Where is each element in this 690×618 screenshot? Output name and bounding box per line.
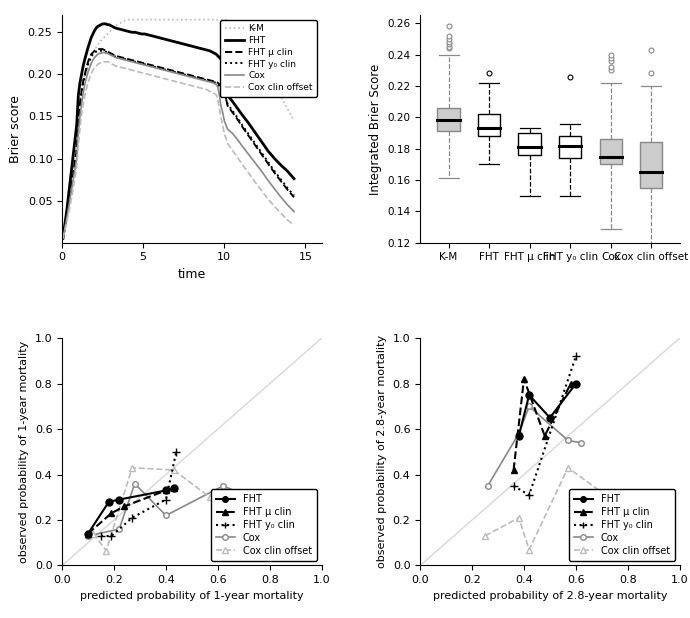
X-axis label: predicted probability of 2.8-year mortality: predicted probability of 2.8-year mortal… (433, 591, 667, 601)
FHT y₀ clin (172, 448, 180, 455)
FHT y₀ clin (572, 353, 580, 360)
FHT y₀ clin (97, 532, 105, 540)
FHT μ clin (566, 380, 575, 387)
Cox clin offset (611, 498, 619, 506)
FHT (115, 496, 124, 503)
Cox (84, 532, 92, 540)
Cox clin offset (525, 546, 533, 553)
Line: Cox: Cox (86, 481, 259, 539)
Legend: FHT, FHT μ clin, FHT y₀ clin, Cox, Cox clin offset: FHT, FHT μ clin, FHT y₀ clin, Cox, Cox c… (569, 489, 675, 561)
Cox clin offset (128, 464, 137, 472)
Cox (484, 482, 492, 489)
Y-axis label: Brier score: Brier score (9, 95, 22, 163)
FHT μ clin (120, 502, 128, 510)
Line: FHT μ clin: FHT μ clin (510, 376, 574, 473)
FHT y₀ clin (128, 514, 137, 522)
Cox (577, 439, 585, 446)
FHT (170, 485, 178, 492)
FHT y₀ clin (525, 491, 533, 499)
Cox clin offset (564, 464, 572, 472)
FHT μ clin (107, 509, 115, 517)
FHT (572, 380, 580, 387)
FHT (105, 498, 113, 506)
Cox (525, 403, 533, 410)
Y-axis label: observed probability of 1-year mortality: observed probability of 1-year mortality (19, 341, 29, 563)
FHT μ clin (509, 467, 518, 474)
Legend: K-M, FHT, FHT μ clin, FHT y₀ clin, Cox, Cox clin offset: K-M, FHT, FHT μ clin, FHT y₀ clin, Cox, … (220, 20, 317, 96)
Line: FHT μ clin: FHT μ clin (85, 485, 177, 537)
Cox clin offset (170, 467, 178, 474)
X-axis label: predicted probability of 1-year mortality: predicted probability of 1-year mortalit… (80, 591, 304, 601)
FHT (546, 414, 554, 421)
Bar (640, 142, 662, 188)
FHT μ clin (84, 530, 92, 538)
FHT (515, 432, 523, 439)
Bar (518, 133, 541, 155)
FHT μ clin (540, 432, 549, 439)
FHT y₀ clin (509, 482, 518, 489)
Cox clin offset (481, 532, 489, 540)
Line: FHT y₀ clin: FHT y₀ clin (509, 352, 580, 499)
Cox (161, 512, 170, 519)
Bar (478, 114, 500, 136)
FHT (161, 487, 170, 494)
Bar (437, 108, 460, 132)
Line: Cox: Cox (485, 404, 584, 489)
FHT (525, 391, 533, 399)
Cox clin offset (89, 530, 97, 538)
Line: FHT y₀ clin: FHT y₀ clin (97, 447, 181, 540)
FHT μ clin (520, 375, 528, 383)
FHT y₀ clin (107, 532, 115, 540)
Cox (515, 430, 523, 438)
Cox clin offset (206, 494, 214, 501)
FHT μ clin (170, 485, 178, 492)
X-axis label: time: time (178, 268, 206, 281)
Line: FHT: FHT (515, 380, 580, 439)
Cox clin offset (515, 514, 523, 522)
FHT y₀ clin (161, 496, 170, 503)
Line: Cox clin offset: Cox clin offset (90, 465, 213, 554)
Cox (219, 482, 227, 489)
Cox clin offset (102, 547, 110, 554)
Line: FHT: FHT (85, 485, 177, 537)
Legend: FHT, FHT μ clin, FHT y₀ clin, Cox, Cox clin offset: FHT, FHT μ clin, FHT y₀ clin, Cox, Cox c… (210, 489, 317, 561)
FHT (84, 530, 92, 538)
Y-axis label: Integrated Brier Score: Integrated Brier Score (368, 64, 382, 195)
Cox (564, 437, 572, 444)
Cox (115, 525, 124, 533)
FHT μ clin (161, 487, 170, 494)
Cox (130, 480, 139, 488)
Bar (600, 139, 622, 164)
Y-axis label: observed probability of 2.8-year mortality: observed probability of 2.8-year mortali… (377, 336, 387, 569)
Line: Cox clin offset: Cox clin offset (482, 465, 618, 552)
Cox (253, 496, 261, 503)
Bar (559, 136, 582, 158)
